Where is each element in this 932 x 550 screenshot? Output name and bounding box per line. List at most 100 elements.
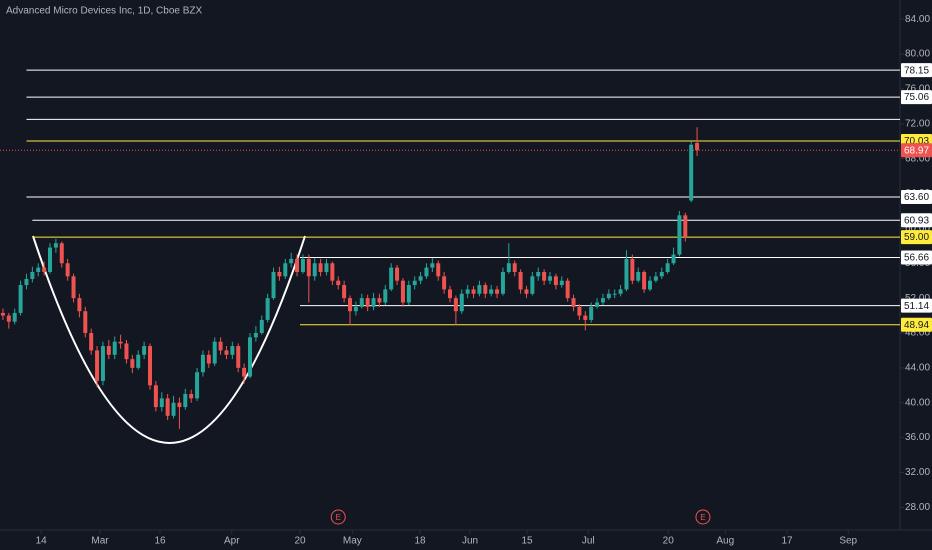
candle-body (195, 372, 200, 399)
candle (671, 247, 676, 265)
candle (542, 269, 547, 286)
candle (695, 127, 700, 157)
candle (148, 343, 152, 390)
candle (159, 392, 164, 412)
candle-body (12, 312, 17, 322)
candle-body (536, 271, 541, 277)
x-tick-label: 18 (414, 536, 426, 547)
candle-body (636, 271, 641, 281)
candle-body (71, 276, 76, 299)
candle (130, 354, 135, 374)
candle-body (365, 298, 370, 307)
candle-body (477, 285, 482, 294)
candle (559, 276, 564, 288)
candle-body (200, 354, 205, 373)
candle-body (459, 293, 464, 312)
candle (500, 267, 505, 296)
candle-body (530, 276, 535, 294)
candle (0, 308, 5, 320)
candle (24, 273, 29, 290)
y-tick-label: 36.00 (905, 432, 930, 443)
candle-body (671, 254, 676, 264)
candle (553, 273, 558, 290)
candle (318, 258, 323, 277)
candle (230, 341, 235, 360)
x-tick-label: Sep (839, 536, 857, 547)
candle (100, 341, 105, 386)
candle-body (683, 215, 688, 238)
y-tick-label: 44.00 (905, 363, 930, 374)
candle (353, 301, 358, 316)
candle-body (0, 312, 5, 316)
candle-body (183, 394, 188, 408)
last-price-box (901, 143, 932, 158)
candle-body (695, 142, 700, 151)
candle-body (48, 247, 52, 272)
candle-body (159, 398, 164, 408)
candle-body (100, 346, 105, 381)
candle (106, 339, 111, 360)
candle-body (518, 271, 523, 290)
y-tick-label: 60.00 (905, 223, 930, 234)
candle (265, 293, 270, 323)
candle-body (177, 402, 182, 408)
candle (377, 293, 382, 307)
candle (312, 258, 317, 281)
candle (459, 289, 464, 314)
candle (406, 280, 411, 306)
level-label: 78.15 (904, 65, 929, 76)
candle-body (253, 332, 258, 338)
chart-title: Advanced Micro Devices Inc, 1D, Cboe BZX (6, 6, 203, 17)
candle-body (406, 285, 411, 303)
candle (659, 267, 664, 279)
candle (565, 278, 570, 302)
candle-body (383, 289, 388, 303)
candle-body (624, 258, 629, 290)
candle-body (412, 280, 417, 286)
level-box (901, 298, 932, 313)
candle-body (471, 289, 476, 294)
level-box (901, 317, 932, 332)
candle (77, 293, 82, 318)
candle (306, 254, 311, 303)
candle (136, 350, 141, 370)
x-tick-label: 20 (294, 536, 306, 547)
candle (683, 212, 688, 242)
candle (612, 289, 617, 299)
candle-body (612, 293, 617, 295)
y-tick-label: 68.00 (905, 153, 930, 164)
candle-body (512, 263, 517, 272)
candle (395, 265, 400, 286)
candle-body (24, 278, 29, 286)
level-label: 70.03 (904, 136, 929, 147)
candle (595, 298, 600, 309)
candle (277, 266, 282, 281)
candle (336, 276, 341, 290)
candle-body (600, 298, 605, 303)
candle-body (224, 350, 229, 355)
candle-body (548, 276, 552, 281)
candle (83, 306, 88, 338)
candle-body (542, 271, 547, 281)
candle-body (242, 367, 247, 377)
candle-body (289, 258, 294, 264)
candle-body (53, 243, 58, 248)
candle-body (571, 298, 576, 307)
event-marker (330, 509, 346, 525)
candle (153, 380, 158, 412)
candle-body (271, 271, 276, 299)
level-box (901, 250, 932, 265)
candle (248, 332, 252, 379)
candle-body (489, 289, 494, 294)
candle-body (336, 280, 341, 286)
y-tick-label: 72.00 (905, 118, 930, 129)
candle (342, 280, 347, 303)
candle (530, 271, 535, 296)
candle (471, 285, 476, 299)
last-price-label: 68.97 (904, 145, 929, 156)
candle-body (524, 289, 529, 294)
candle (206, 350, 211, 368)
y-tick-label: 28.00 (905, 502, 930, 513)
candle-body (506, 263, 511, 272)
candle-body (148, 346, 152, 386)
